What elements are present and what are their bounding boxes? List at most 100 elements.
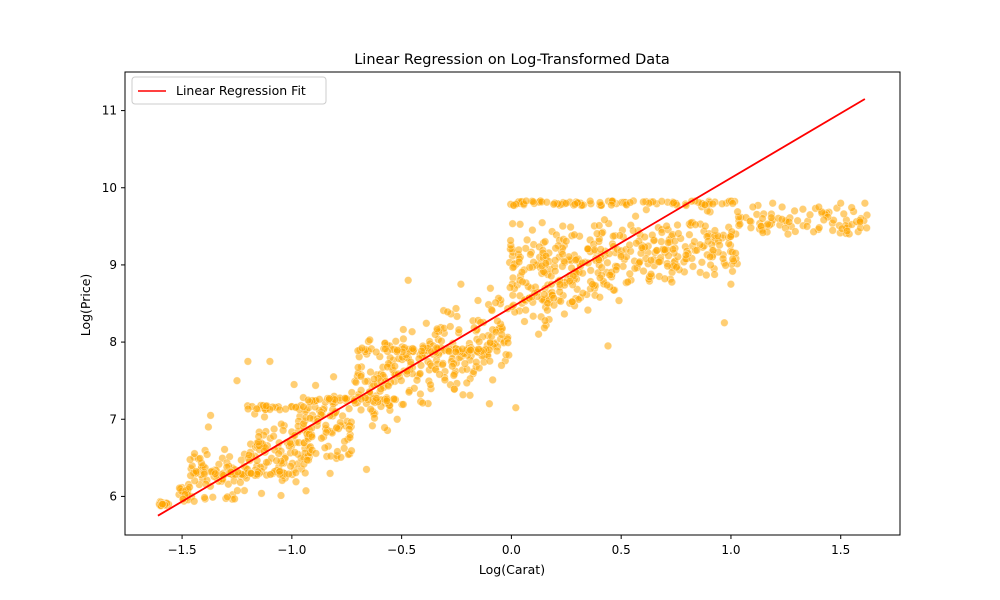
scatter-point — [528, 226, 537, 235]
scatter-point — [397, 376, 406, 385]
scatter-point — [648, 231, 657, 240]
scatter-point — [663, 238, 673, 247]
scatter-point — [370, 374, 379, 384]
scatter-point — [697, 258, 707, 267]
scatter-point — [514, 245, 523, 254]
scatter-point — [404, 276, 413, 285]
scatter-point — [603, 258, 612, 267]
scatter-point — [382, 396, 391, 405]
scatter-point — [708, 199, 717, 208]
y-tick-label: 6 — [109, 489, 117, 503]
scatter-point — [304, 396, 313, 405]
scatter-point — [195, 454, 205, 463]
scatter-point — [230, 494, 239, 504]
scatter-point — [290, 448, 299, 457]
scatter-point — [560, 257, 569, 266]
scatter-point — [860, 199, 870, 208]
scatter-point — [266, 470, 275, 479]
scatter-point — [777, 202, 787, 212]
scatter-point — [607, 200, 616, 210]
scatter-point — [597, 263, 606, 272]
scatter-point — [767, 213, 776, 222]
scatter-point — [233, 486, 242, 495]
y-tick-label: 11 — [102, 104, 117, 118]
scatter-point — [551, 266, 560, 276]
scatter-point — [244, 404, 253, 414]
scatter-point — [578, 289, 588, 298]
scatter-point — [669, 198, 678, 207]
scatter-point — [660, 245, 670, 254]
scatter-point — [748, 202, 758, 212]
scatter-point — [190, 497, 199, 506]
scatter-point — [301, 468, 310, 478]
scatter-point — [243, 357, 252, 366]
scatter-point — [265, 357, 275, 366]
scatter-point — [520, 317, 529, 326]
scatter-point — [399, 334, 408, 344]
scatter-point — [704, 237, 713, 246]
scatter-point — [404, 388, 414, 397]
scatter-point — [534, 330, 543, 339]
scatter-point — [357, 386, 366, 395]
scatter-point — [390, 362, 399, 371]
scatter-point — [333, 447, 342, 456]
scatter-point — [783, 230, 793, 239]
scatter-point — [381, 344, 390, 354]
scatter-point — [515, 220, 525, 229]
scatter-point — [674, 229, 683, 238]
scatter-point — [275, 467, 284, 476]
scatter-point — [595, 198, 605, 207]
scatter-point — [372, 394, 381, 403]
scatter-point — [842, 226, 852, 236]
scatter-point — [662, 221, 671, 231]
scatter-point — [311, 449, 321, 458]
scatter-point — [556, 297, 565, 306]
scatter-point — [204, 422, 213, 432]
scatter-point — [862, 223, 871, 232]
scatter-point — [291, 403, 300, 412]
scatter-point — [290, 380, 299, 389]
scatter-point — [474, 345, 483, 354]
scatter-point — [626, 198, 635, 207]
scatter-point — [311, 381, 320, 390]
x-tick-label: 0.0 — [502, 543, 521, 557]
scatter-point — [588, 280, 597, 289]
scatter-point — [451, 347, 460, 356]
scatter-point — [560, 309, 569, 319]
scatter-point — [522, 235, 532, 244]
scatter-point — [768, 199, 777, 208]
scatter-point — [279, 426, 288, 435]
scatter-point — [372, 348, 381, 357]
scatter-point — [657, 237, 666, 246]
scatter-point — [247, 469, 256, 478]
scatter-point — [504, 351, 513, 360]
scatter-point — [435, 370, 444, 379]
scatter-point — [733, 207, 742, 216]
scatter-point — [635, 257, 644, 267]
scatter-point — [276, 491, 286, 500]
scatter-point — [596, 245, 605, 254]
scatter-point — [758, 214, 767, 223]
scatter-point — [291, 477, 301, 486]
scatter-point — [492, 346, 502, 356]
scatter-point — [347, 446, 356, 455]
scatter-point — [836, 199, 845, 208]
scatter-point — [262, 458, 271, 467]
scatter-point — [605, 270, 614, 280]
y-tick-label: 8 — [109, 335, 117, 349]
scatter-point — [746, 223, 756, 232]
scatter-point — [646, 256, 656, 265]
scatter-point — [493, 316, 502, 326]
chart-title: Linear Regression on Log-Transformed Dat… — [354, 52, 670, 68]
scatter-point — [540, 237, 550, 246]
scatter-point — [819, 215, 828, 224]
scatter-point — [791, 227, 800, 236]
scatter-point — [758, 228, 768, 237]
scatter-point — [472, 358, 481, 367]
scatter-point — [315, 395, 324, 404]
scatter-point — [408, 344, 417, 353]
scatter-point — [526, 250, 535, 259]
scatter-point — [509, 201, 518, 210]
scatter-point — [681, 251, 691, 260]
